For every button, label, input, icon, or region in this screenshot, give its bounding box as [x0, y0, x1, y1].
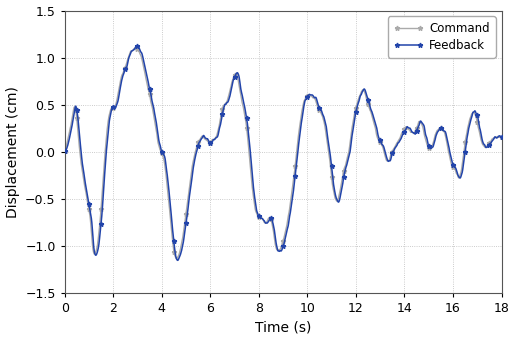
Command — [499, 134, 505, 138]
Command — [133, 45, 140, 49]
Line: Command: Command — [62, 45, 504, 261]
Feedback — [387, 158, 393, 163]
Command — [393, 141, 400, 146]
Command — [62, 149, 68, 153]
Command — [331, 192, 337, 197]
Command — [497, 136, 504, 140]
Command — [415, 123, 421, 127]
Y-axis label: Displacement (cm): Displacement (cm) — [6, 86, 20, 218]
Feedback — [175, 258, 181, 262]
Feedback — [331, 187, 337, 191]
Command — [397, 135, 403, 139]
Feedback — [62, 149, 68, 153]
Feedback — [415, 126, 421, 130]
Feedback — [499, 135, 505, 139]
Command — [174, 257, 180, 261]
Feedback — [397, 138, 403, 142]
Feedback — [393, 144, 400, 148]
Line: Feedback: Feedback — [62, 43, 504, 263]
Command — [387, 154, 393, 158]
Legend: Command, Feedback: Command, Feedback — [388, 16, 495, 58]
Feedback — [497, 134, 504, 138]
X-axis label: Time (s): Time (s) — [255, 320, 311, 335]
Feedback — [134, 44, 141, 48]
